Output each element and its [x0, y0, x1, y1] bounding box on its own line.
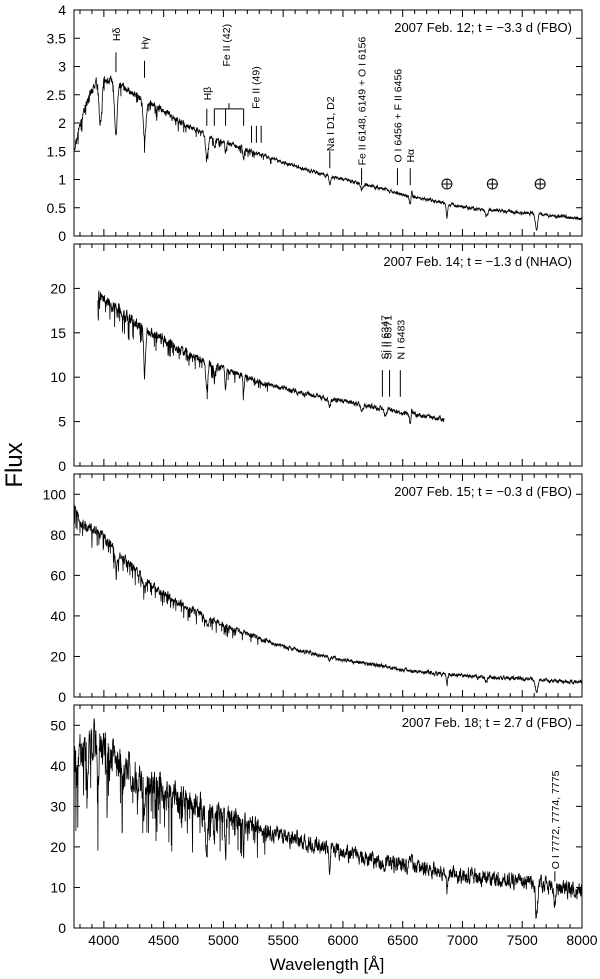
line-id-label: N I 6483 — [396, 320, 408, 360]
x-tick-label: 5000 — [208, 932, 239, 948]
x-tick-label: 7500 — [507, 932, 538, 948]
spectrum-panel-1: 0 0.5 1 1.5 2 2.5 3 3.5 4 2007 Feb. 12; t = −3.3 … — [47, 2, 583, 244]
y-tick-label: 3.5 — [47, 30, 67, 46]
spectrum-line — [97, 290, 445, 425]
x-tick-label: 6500 — [387, 932, 418, 948]
y-axis-label: Flux — [1, 442, 28, 487]
y-tick-label: 50 — [50, 717, 66, 733]
line-id-label: Fe II (42) — [221, 24, 233, 67]
panel-title: 2007 Feb. 12; t = −3.3 d (FBO) — [394, 20, 572, 35]
line-id-label: Na I D1, D2 — [325, 96, 337, 151]
y-tick-label: 40 — [50, 758, 66, 774]
y-tick-label: 1.5 — [47, 143, 67, 159]
line-id-label: Fe II 6148, 6149 + O I 6156 — [357, 36, 369, 165]
y-tick-label: 0 — [58, 458, 66, 474]
y-tick-label: 0 — [58, 228, 66, 244]
line-id-label: O I 7772, 7774, 7775 — [550, 770, 562, 869]
line-id-label: Hα — [405, 149, 417, 163]
line-id-label: Si II 6347 — [379, 315, 391, 360]
panel-title: 2007 Feb. 18; t = 2.7 d (FBO) — [402, 715, 572, 730]
y-tick-label: 30 — [50, 798, 66, 814]
line-id-label: Si II 6371 — [382, 315, 394, 360]
y-tick-label: 80 — [50, 527, 66, 543]
y-tick-label: 10 — [50, 369, 66, 385]
y-tick-label: 10 — [50, 879, 66, 895]
spectrum-panel-3: 0 20 40 60 80 100 2007 Feb. 15; t = −0.3 d (FB… — [43, 473, 583, 705]
line-id-label: Fe II (49) — [251, 66, 263, 109]
x-tick-label: 4500 — [148, 932, 179, 948]
y-tick-label: 0 — [58, 689, 66, 705]
panel-frame — [73, 473, 583, 698]
y-tick-label: 100 — [43, 486, 67, 502]
panel-title: 2007 Feb. 15; t = −0.3 d (FBO) — [394, 484, 572, 499]
panels-group: 0 0.5 1 1.5 2 2.5 3 3.5 4 2007 Feb. 12; t = −3.3 … — [43, 2, 598, 948]
y-tick-label: 40 — [50, 608, 66, 624]
x-tick-label: 8000 — [566, 932, 597, 948]
y-tick-label: 1 — [58, 172, 66, 188]
x-tick-label: 4000 — [88, 932, 119, 948]
y-tick-label: 3 — [58, 59, 66, 75]
y-tick-label: 0 — [58, 920, 66, 936]
panel-title: 2007 Feb. 14; t = −1.3 d (NHAO) — [383, 254, 572, 269]
y-tick-label: 5 — [58, 414, 66, 430]
x-axis-label: Wavelength [Å] — [270, 955, 385, 974]
y-tick-label: 2 — [58, 115, 66, 131]
panel-frame — [73, 704, 583, 929]
line-id-label: Hγ — [140, 36, 152, 50]
y-tick-label: 0.5 — [47, 200, 67, 216]
line-id-label: Hδ — [111, 27, 123, 41]
spectrum-line — [73, 503, 583, 694]
y-tick-label: 20 — [50, 648, 66, 664]
line-id-label: Hβ — [202, 87, 214, 101]
panel-frame — [73, 243, 583, 467]
x-tick-label: 5500 — [268, 932, 299, 948]
spectrum-panel-4: 0 10 20 30 40 50 2007 Feb. 18; t = 2.7 d (FBO)… — [50, 704, 598, 948]
y-tick-label: 4 — [58, 2, 66, 18]
x-tick-label: 7000 — [447, 932, 478, 948]
line-id-label: O I 6456 + F II 6456 — [392, 69, 404, 163]
spectrum-line — [73, 75, 583, 232]
y-tick-label: 60 — [50, 567, 66, 583]
y-tick-label: 2.5 — [47, 87, 67, 103]
x-tick-label: 6000 — [327, 932, 358, 948]
y-tick-label: 20 — [50, 280, 66, 296]
spectrum-line — [73, 718, 583, 920]
y-tick-label: 15 — [50, 325, 66, 341]
spectrum-panel-2: 0 5 10 15 20 2007 Feb. 14; t = −1.3 d (NHAO) S… — [50, 243, 583, 474]
y-tick-label: 20 — [50, 839, 66, 855]
